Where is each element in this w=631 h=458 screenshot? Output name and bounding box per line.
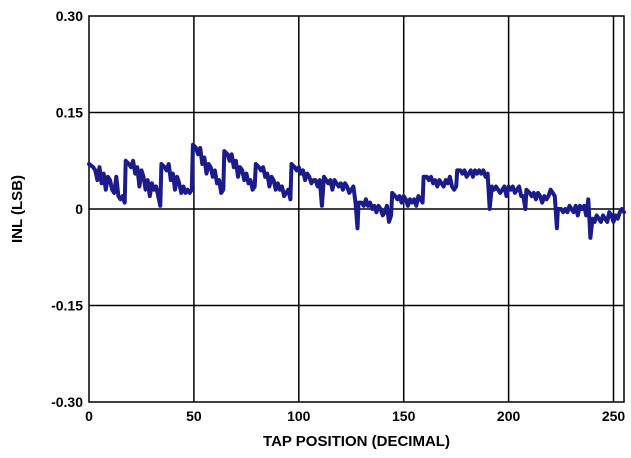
y-tick-label: -0.15	[51, 298, 83, 314]
x-tick-label: 50	[186, 408, 202, 424]
x-axis-tick-labels: 0 50 100 150 200 250	[85, 408, 625, 424]
x-tick-label: 150	[392, 408, 416, 424]
y-axis-label: INL (LSB)	[9, 175, 26, 243]
inl-series-line	[87, 142, 626, 240]
y-axis-tick-labels: 0.30 0.15 0 -0.15 -0.30	[51, 8, 83, 410]
y-tick-label: 0	[75, 201, 83, 217]
x-tick-label: 0	[85, 408, 93, 424]
x-axis-label: TAP POSITION (DECIMAL)	[263, 433, 450, 450]
x-tick-label: 250	[602, 408, 626, 424]
x-tick-label: 100	[287, 408, 311, 424]
y-tick-label: 0.15	[56, 105, 83, 121]
y-tick-label: 0.30	[56, 8, 83, 24]
x-tick-label: 200	[497, 408, 521, 424]
y-tick-label: -0.30	[51, 394, 83, 410]
